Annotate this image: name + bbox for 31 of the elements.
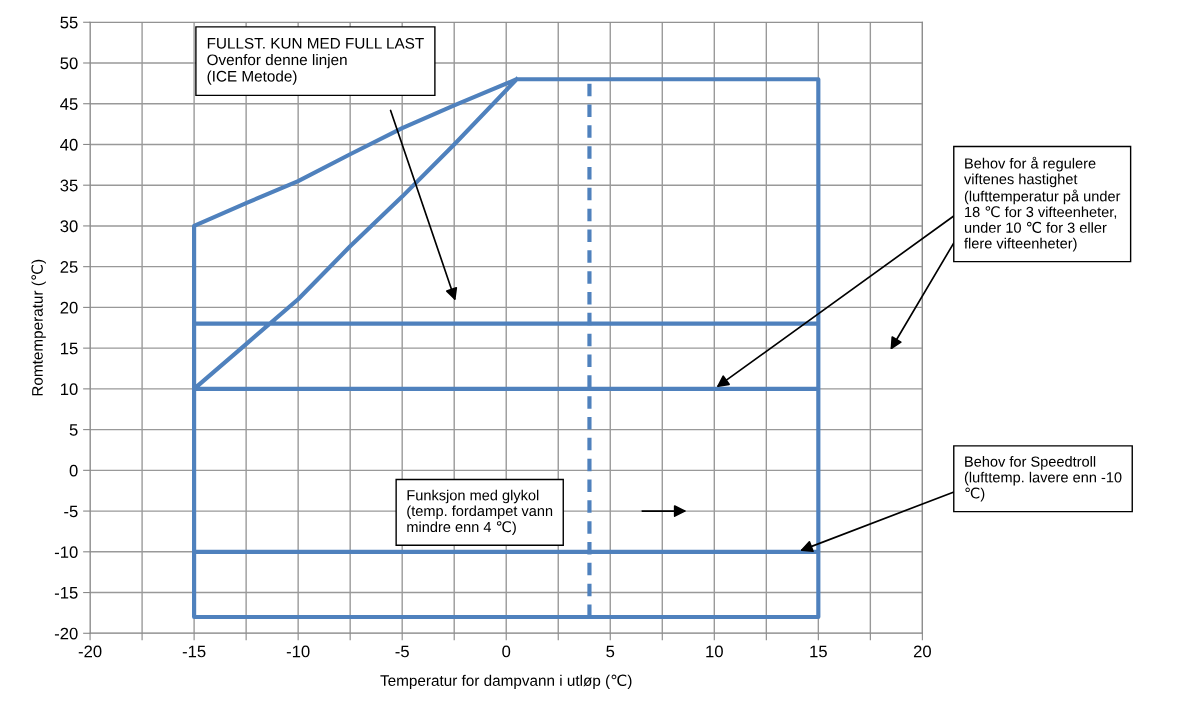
x-tick-label: -15: [182, 645, 206, 658]
y-tick-label: 50: [60, 57, 78, 70]
y-tick-label: 10: [61, 383, 78, 396]
y-tick-label: 30: [60, 220, 78, 233]
y-tick-label: 0: [69, 464, 78, 477]
y-tick-label: -15: [54, 587, 78, 599]
x-tick-label: -20: [78, 645, 102, 658]
x-tick-label: -5: [395, 645, 409, 658]
y-tick-label: 20: [60, 301, 78, 314]
x-tick-label: 15: [810, 645, 827, 658]
y-tick-label: 5: [69, 424, 78, 436]
annotation: Behov for Speedtroll (lufttemp. lavere enn -10 ℃): [964, 456, 1122, 502]
y-tick-label: 45: [60, 98, 78, 110]
y-tick-label: 35: [60, 179, 78, 192]
x-tick-label: 5: [606, 645, 615, 658]
y-tick-label: 55: [60, 16, 78, 29]
x-tick-label: 0: [502, 645, 511, 658]
y-tick-label: 40: [60, 138, 78, 151]
y-tick-label: -10: [54, 546, 78, 559]
y-tick-label: -5: [64, 505, 78, 518]
x-tick-label: 10: [706, 645, 723, 658]
y-tick-label: 15: [61, 342, 78, 355]
x-tick-label: 20: [913, 645, 931, 658]
annotation: Behov for å regulere viftenes hastighet (lufttemperatur på under 18 ℃ for 3 vifteenheter, under 10 ℃ for 3 eller flere vifteenheter): [964, 156, 1121, 252]
x-tick-label: -10: [286, 645, 310, 658]
y-tick-label: 25: [60, 261, 78, 273]
annotation: Funksjon med glykol (temp. fordampet vann mindre enn 4 ℃): [407, 489, 553, 535]
y-tick-label: -20: [54, 627, 78, 640]
x-axis-title: Temperatur for dampvann i utløp (℃): [380, 674, 632, 690]
annotation: FULLST. KUN MED FULL LAST Ovenfor denne linjen (ICE Metode): [207, 37, 424, 85]
y-axis-title: Romtemperatur (℃): [31, 259, 46, 396]
